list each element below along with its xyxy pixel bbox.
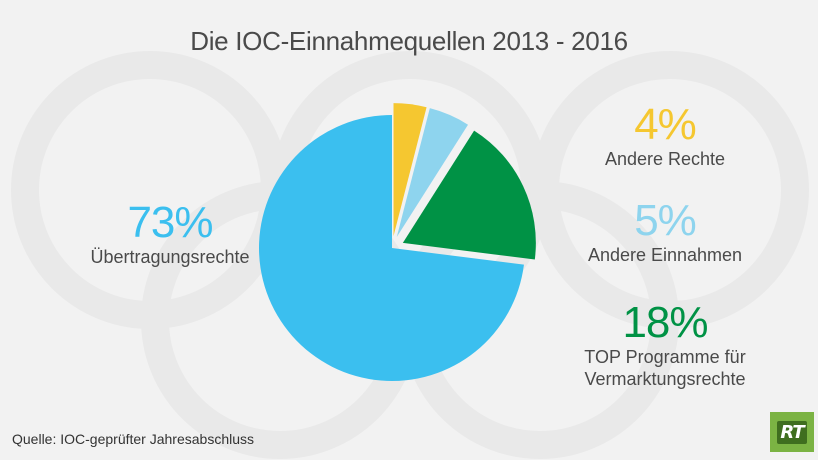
pct-uebertragungsrechte: 73% — [127, 198, 213, 247]
pie-slice--bertragungsrechte — [259, 115, 524, 382]
pct-andere-einnahmen: 5% — [634, 196, 697, 245]
chart-title: Die IOC-Einnahmequellen 2013 - 2016 — [190, 26, 628, 56]
label-andere-einnahmen: 5% Andere Einnahmen — [560, 198, 770, 266]
label-andere-rechte: 4% Andere Rechte — [560, 102, 770, 170]
name-uebertragungsrechte: Übertragungsrechte — [90, 247, 250, 267]
source-note: Quelle: IOC-geprüfter Jahresabschluss — [12, 431, 254, 447]
pie-slice-andere-einnahmen — [396, 108, 469, 237]
name-top-programme-line2: Vermarktungsrechte — [584, 369, 746, 389]
pct-top-programme: 18% — [622, 298, 708, 347]
pie-slice-andere-rechte — [393, 103, 427, 237]
label-uebertragungsrechte: 73% Übertragungsrechte — [40, 200, 300, 268]
name-andere-rechte: Andere Rechte — [604, 149, 726, 169]
name-top-programme-line1: TOP Programme für — [584, 347, 746, 367]
name-andere-einnahmen: Andere Einnahmen — [587, 245, 743, 265]
pct-andere-rechte: 4% — [634, 100, 697, 149]
pie-slice-top-programme-f-r-vermarktungsrechte — [402, 130, 536, 260]
label-top-programme: 18% TOP Programme für Vermarktungsrechte — [560, 300, 770, 390]
rt-logo-text: RT — [777, 420, 807, 444]
rt-logo: RT — [770, 412, 814, 452]
